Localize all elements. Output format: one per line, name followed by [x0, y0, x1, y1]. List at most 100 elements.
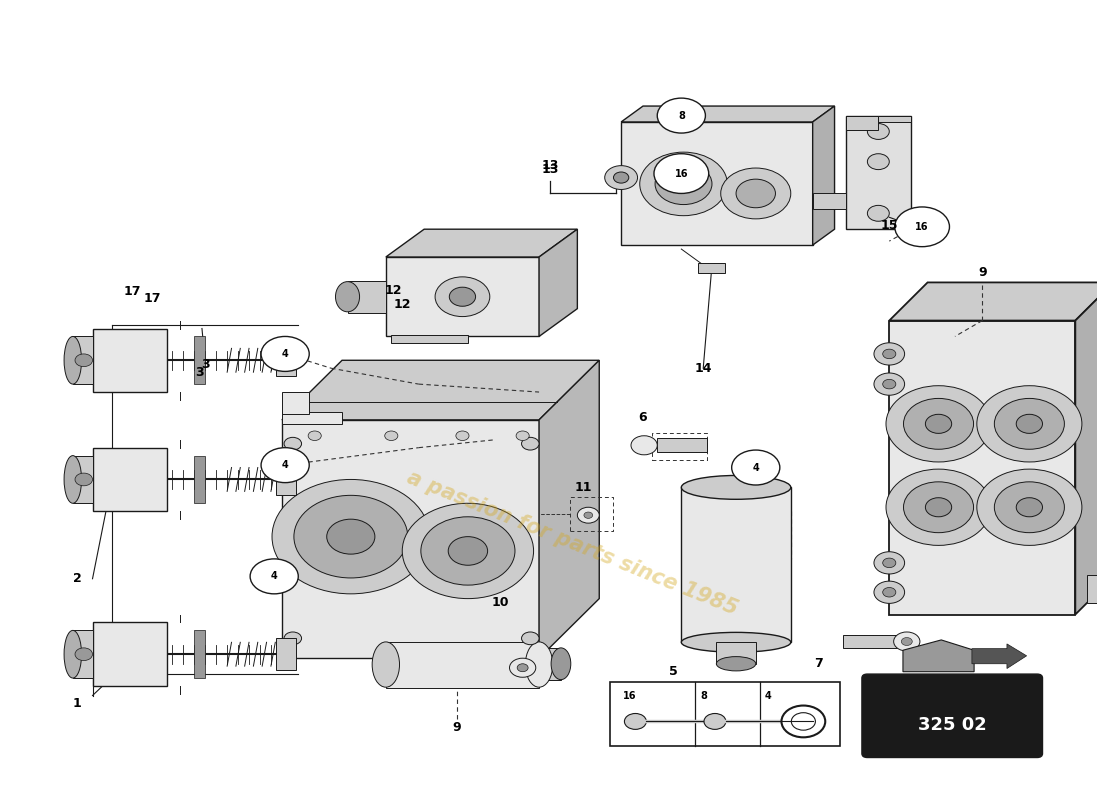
Circle shape — [294, 495, 408, 578]
Circle shape — [886, 469, 991, 546]
Polygon shape — [539, 229, 578, 337]
Polygon shape — [658, 438, 706, 453]
Text: 6: 6 — [639, 411, 647, 424]
Circle shape — [882, 587, 895, 597]
Polygon shape — [539, 360, 600, 658]
Circle shape — [421, 517, 515, 585]
Circle shape — [874, 342, 904, 365]
Polygon shape — [282, 392, 309, 414]
Polygon shape — [195, 456, 206, 503]
Ellipse shape — [551, 648, 571, 680]
Polygon shape — [282, 412, 342, 424]
Text: 16: 16 — [915, 222, 928, 232]
Circle shape — [455, 431, 469, 441]
Circle shape — [868, 154, 889, 170]
Text: 12: 12 — [385, 284, 403, 297]
Circle shape — [272, 479, 430, 594]
FancyBboxPatch shape — [610, 682, 840, 746]
Polygon shape — [92, 448, 167, 511]
Text: 12: 12 — [394, 298, 411, 311]
Polygon shape — [282, 360, 600, 420]
Circle shape — [308, 431, 321, 441]
Polygon shape — [1087, 575, 1100, 603]
Circle shape — [894, 207, 949, 246]
Polygon shape — [92, 622, 167, 686]
Circle shape — [521, 632, 539, 645]
Text: 2: 2 — [73, 572, 81, 586]
Polygon shape — [282, 420, 539, 658]
Text: 1: 1 — [73, 697, 81, 710]
Text: 4: 4 — [271, 571, 277, 582]
Text: 3: 3 — [201, 358, 210, 370]
Circle shape — [925, 498, 952, 517]
Text: 17: 17 — [123, 286, 141, 298]
Circle shape — [631, 436, 658, 455]
Text: 16: 16 — [624, 691, 637, 702]
Text: 7: 7 — [814, 658, 823, 670]
Circle shape — [75, 473, 92, 486]
Polygon shape — [392, 335, 468, 342]
Text: 4: 4 — [282, 460, 288, 470]
Text: 3: 3 — [196, 366, 205, 378]
Circle shape — [720, 168, 791, 219]
Polygon shape — [813, 194, 846, 210]
Circle shape — [250, 559, 298, 594]
Text: 13: 13 — [541, 159, 559, 172]
Text: 9: 9 — [978, 266, 987, 279]
Circle shape — [75, 354, 92, 366]
Circle shape — [516, 431, 529, 441]
Polygon shape — [889, 282, 1100, 321]
Polygon shape — [716, 642, 756, 664]
Circle shape — [882, 379, 895, 389]
FancyBboxPatch shape — [862, 674, 1043, 758]
Polygon shape — [539, 648, 561, 680]
Circle shape — [578, 507, 600, 523]
Ellipse shape — [372, 642, 399, 687]
Polygon shape — [195, 337, 206, 384]
Circle shape — [893, 632, 920, 651]
Ellipse shape — [526, 642, 552, 687]
Polygon shape — [844, 635, 898, 648]
Polygon shape — [73, 456, 92, 503]
Circle shape — [448, 537, 487, 566]
Circle shape — [1016, 414, 1043, 434]
Circle shape — [1016, 498, 1043, 517]
Circle shape — [327, 519, 375, 554]
Circle shape — [882, 558, 895, 568]
Text: 17: 17 — [144, 292, 162, 305]
Polygon shape — [889, 321, 1076, 614]
Circle shape — [584, 512, 593, 518]
Circle shape — [385, 431, 398, 441]
Circle shape — [903, 398, 974, 450]
Text: 4: 4 — [766, 691, 772, 702]
Circle shape — [903, 482, 974, 533]
Circle shape — [521, 438, 539, 450]
Text: 4: 4 — [282, 349, 288, 359]
Circle shape — [732, 450, 780, 485]
Circle shape — [261, 448, 309, 482]
Text: 15: 15 — [880, 218, 898, 232]
Circle shape — [605, 166, 638, 190]
Circle shape — [874, 581, 904, 603]
Circle shape — [868, 206, 889, 222]
Text: 10: 10 — [492, 596, 509, 609]
Polygon shape — [73, 630, 92, 678]
Polygon shape — [348, 281, 386, 313]
Polygon shape — [195, 630, 206, 678]
Circle shape — [284, 632, 301, 645]
Ellipse shape — [716, 657, 756, 671]
Polygon shape — [846, 115, 911, 229]
Text: 13: 13 — [541, 163, 559, 176]
Circle shape — [994, 482, 1065, 533]
Circle shape — [736, 179, 776, 208]
Circle shape — [868, 123, 889, 139]
Circle shape — [656, 163, 712, 205]
Polygon shape — [92, 329, 167, 392]
Polygon shape — [386, 642, 539, 687]
Circle shape — [614, 172, 629, 183]
Circle shape — [886, 386, 991, 462]
Polygon shape — [621, 122, 813, 245]
Polygon shape — [276, 344, 296, 376]
Ellipse shape — [64, 456, 81, 503]
Polygon shape — [813, 106, 835, 245]
